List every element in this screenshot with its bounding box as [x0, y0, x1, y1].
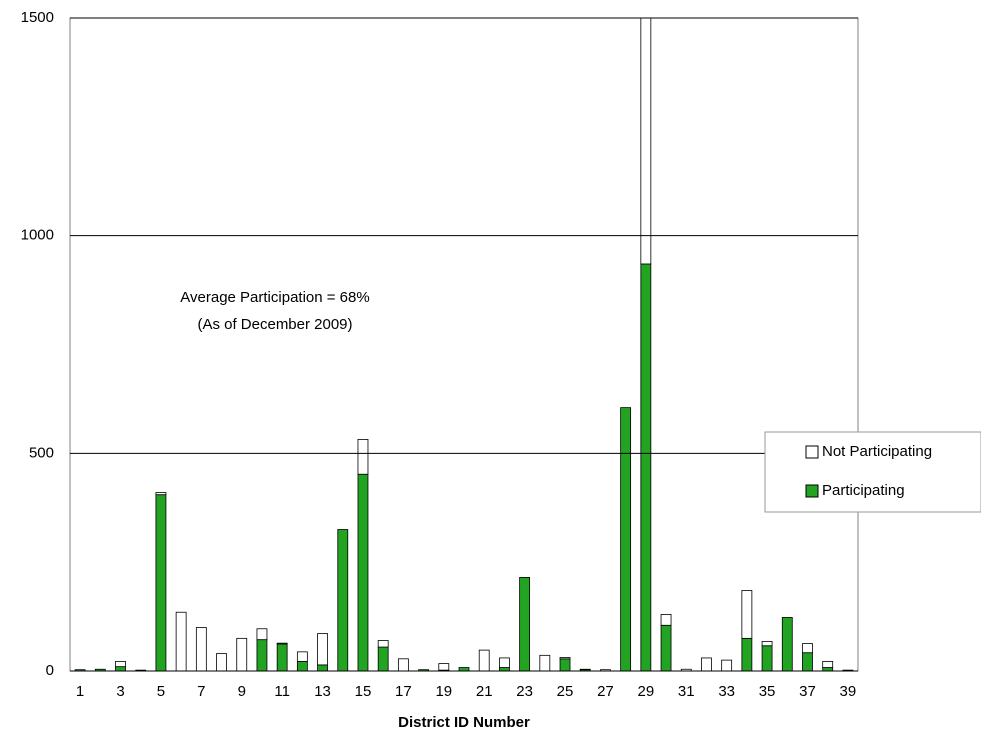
bar-segment	[357, 439, 369, 475]
bar-segment	[680, 668, 692, 671]
bar-segment	[256, 639, 268, 671]
legend-label: Participating	[822, 482, 905, 499]
y-tick-label: 500	[29, 444, 54, 461]
x-tick-label: 33	[718, 683, 735, 700]
bar-segment	[397, 658, 409, 671]
bar-segment	[377, 646, 389, 671]
x-tick-label: 39	[840, 683, 857, 700]
bar-segment	[377, 640, 389, 648]
bar-segment	[499, 657, 510, 668]
bar-segment	[155, 494, 167, 671]
x-axis-title: District ID Number	[398, 714, 530, 731]
bar-segment	[236, 637, 248, 671]
bar-segment	[620, 407, 632, 671]
bar-segment	[115, 666, 126, 671]
annotation: Average Participation = 68%	[180, 289, 369, 306]
x-tick-label: 25	[557, 683, 574, 700]
x-tick-label: 9	[238, 683, 246, 700]
bar-segment	[458, 667, 470, 671]
bar-segment	[478, 649, 490, 671]
bar-segment	[802, 652, 813, 671]
legend-swatch	[805, 445, 819, 459]
bar-segment	[175, 611, 187, 671]
x-tick-label: 29	[638, 683, 655, 700]
bar-segment	[741, 590, 753, 639]
bar-segment	[519, 577, 531, 671]
x-tick-label: 35	[759, 683, 776, 700]
x-tick-label: 19	[435, 683, 452, 700]
bar-segment	[115, 661, 126, 668]
legend-swatch	[805, 484, 819, 498]
bar-segment	[438, 663, 450, 671]
x-tick-label: 23	[516, 683, 533, 700]
bar-segment	[317, 633, 328, 666]
bar-segment	[802, 643, 813, 654]
bar-segment	[337, 529, 349, 671]
bar-segment	[559, 657, 571, 660]
bar-segment	[822, 661, 834, 668]
x-tick-label: 13	[314, 683, 331, 700]
plot-area	[69, 17, 859, 672]
bar-segment	[357, 473, 369, 671]
bar-segment	[741, 637, 753, 671]
bar-segment	[721, 659, 733, 671]
bar-segment	[640, 18, 652, 265]
bar-segment	[216, 653, 227, 671]
bar-segment	[781, 617, 793, 671]
bar-segment	[559, 658, 571, 671]
x-tick-label: 27	[597, 683, 614, 700]
x-tick-label: 1	[76, 683, 84, 700]
x-tick-label: 31	[678, 683, 695, 700]
x-tick-label: 11	[274, 683, 290, 700]
x-tick-label: 17	[395, 683, 412, 700]
bar-segment	[499, 667, 510, 671]
bar-segment	[296, 651, 308, 662]
bar-segment	[701, 657, 712, 671]
bar-segment	[822, 667, 834, 671]
bars	[74, 18, 854, 671]
bar-segment	[155, 492, 167, 496]
bar-segment	[94, 668, 106, 671]
x-tick-label: 7	[197, 683, 205, 700]
bar-segment	[640, 263, 652, 671]
bar-segment	[317, 664, 328, 671]
bar-segment	[195, 627, 207, 671]
x-tick-label: 37	[799, 683, 816, 700]
bar-segment	[761, 645, 773, 671]
x-tick-label: 3	[116, 683, 124, 700]
bar-segment	[539, 654, 551, 671]
bar-segment	[660, 614, 672, 626]
bar-segment	[276, 643, 288, 671]
bar-segment	[660, 624, 672, 671]
bar-segment	[296, 661, 308, 671]
y-tick-label: 1500	[21, 9, 54, 26]
bar-segment	[761, 640, 773, 647]
bar-segment	[256, 628, 268, 641]
legend-label: Not Participating	[822, 443, 932, 460]
bar-segment	[276, 642, 288, 645]
y-tick-label: 1000	[21, 227, 54, 244]
x-tick-label: 21	[476, 683, 493, 700]
legend-box	[764, 431, 981, 513]
x-tick-label: 5	[157, 683, 165, 700]
x-tick-label: 15	[355, 683, 372, 700]
y-tick-label: 0	[46, 662, 54, 679]
annotation: (As of December 2009)	[197, 316, 352, 333]
